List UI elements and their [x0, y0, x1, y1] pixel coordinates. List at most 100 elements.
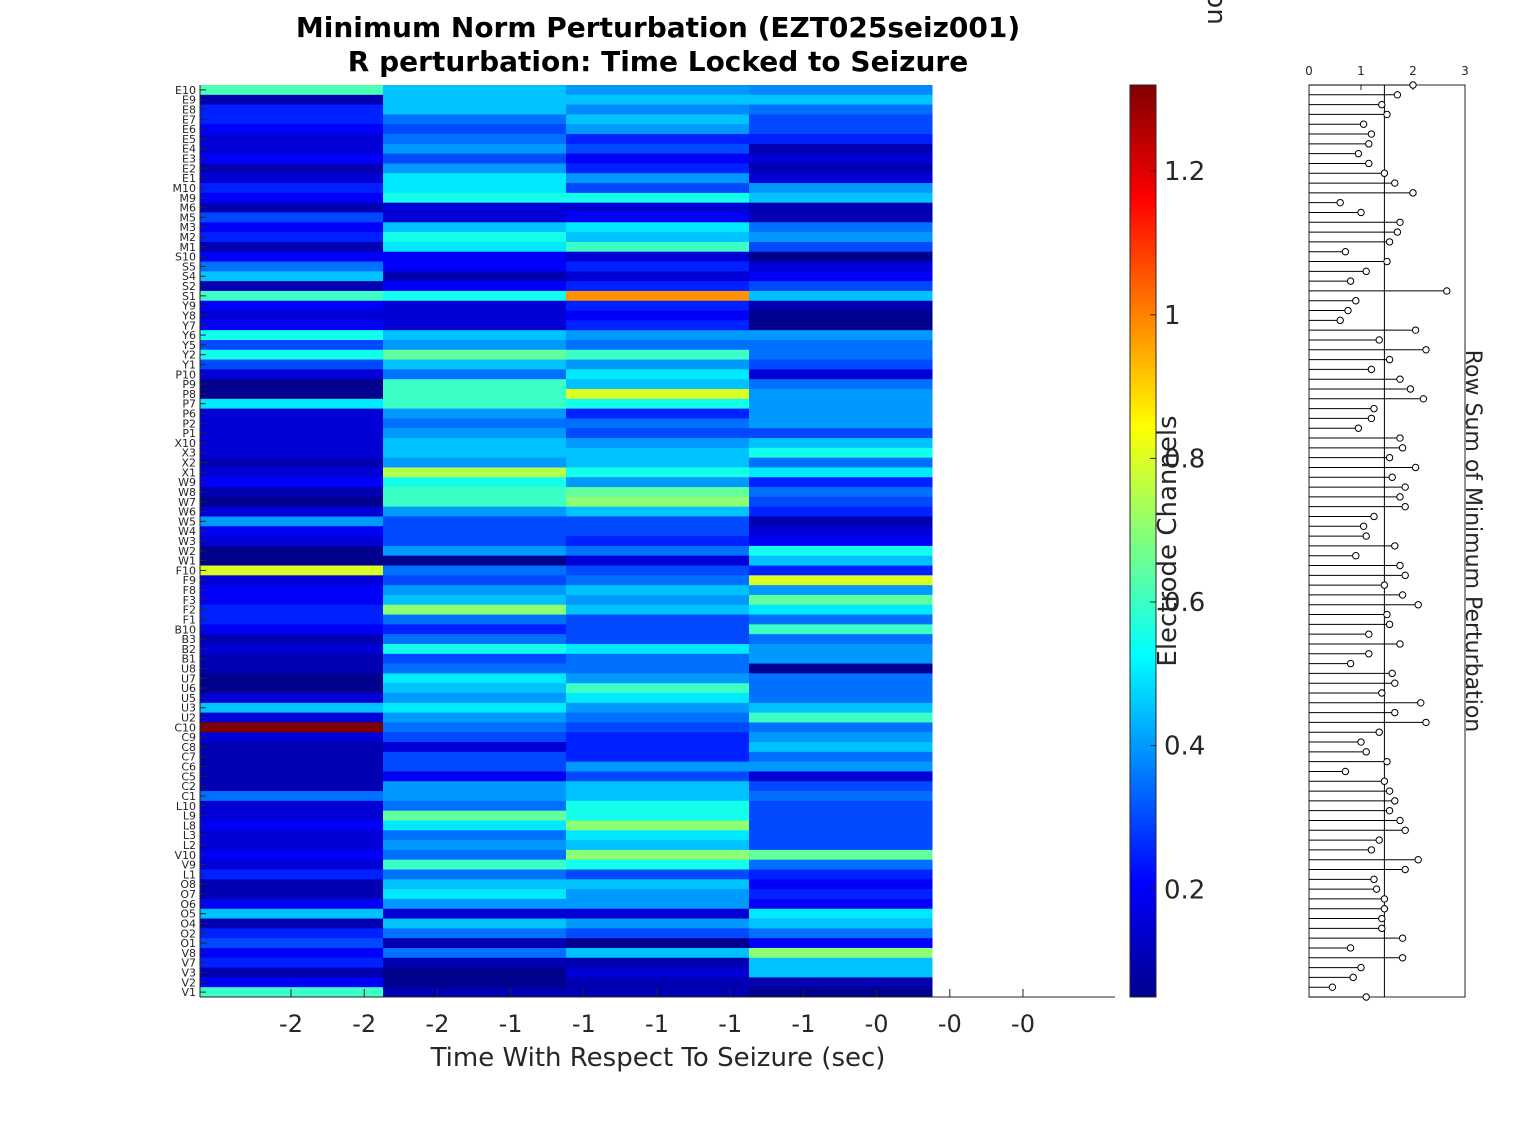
heatmap-cell	[200, 908, 384, 920]
heatmap-cell	[749, 840, 933, 851]
heatmap-cell	[200, 330, 384, 341]
y-axis-label: Electrode Channels	[1153, 415, 1183, 666]
heatmap-cell	[749, 565, 933, 576]
heatmap-cell	[200, 830, 384, 841]
heatmap-cell	[383, 241, 567, 253]
heatmap-cell	[200, 555, 384, 567]
heatmap-cell	[200, 457, 384, 468]
colorbar-tick-label: 0.2	[1164, 875, 1205, 905]
heatmap-cell	[566, 526, 750, 537]
heatmap-cell	[383, 467, 567, 478]
stem-marker	[1396, 561, 1404, 570]
heatmap-cell	[200, 810, 384, 821]
channel-label: X3	[181, 447, 196, 460]
heatmap-cell	[200, 565, 384, 576]
stem-marker	[1396, 434, 1404, 442]
heatmap-cell	[566, 163, 750, 174]
channel-label: U6	[181, 682, 196, 695]
heatmap-cell	[200, 800, 384, 812]
heatmap-cell	[200, 957, 384, 969]
heatmap-cell	[566, 771, 750, 782]
stem-marker	[1367, 365, 1376, 374]
heatmap-cell	[566, 408, 750, 419]
heatmap-cell	[200, 869, 384, 880]
stem-marker	[1443, 287, 1451, 295]
stem-marker	[1370, 404, 1378, 413]
stem-marker	[1336, 316, 1344, 325]
heatmap-cell	[749, 222, 933, 233]
stem-marker	[1385, 787, 1394, 795]
channel-label: W5	[178, 515, 196, 528]
stem-marker	[1380, 905, 1389, 913]
heatmap-cell	[200, 585, 384, 596]
heatmap-cell	[200, 526, 384, 537]
channel-label: F8	[183, 584, 196, 597]
heatmap-cell	[749, 585, 933, 596]
channel-label: M3	[180, 221, 197, 234]
heatmap-cell	[200, 614, 384, 625]
heatmap-cell	[383, 928, 567, 939]
colorbar-tick-label: 1	[1164, 301, 1181, 331]
heatmap-cell	[200, 438, 384, 449]
heatmap-cell	[566, 506, 750, 517]
stem-plot: 0 1 2 3	[1305, 64, 1469, 1001]
channel-label: X2	[181, 457, 196, 470]
channel-label: Y9	[181, 300, 196, 313]
heatmap-cell	[200, 428, 384, 439]
heatmap-cell	[566, 722, 750, 733]
heatmap-cell	[383, 212, 567, 223]
heatmap-cell	[749, 114, 933, 125]
heatmap-cell	[749, 712, 933, 723]
heatmap-cell	[200, 202, 384, 213]
heatmap-cell	[566, 663, 750, 674]
stem-marker	[1380, 895, 1389, 903]
heatmap-cell	[566, 330, 750, 341]
heatmap-cell	[566, 987, 750, 998]
heatmap-cell	[749, 830, 933, 841]
channel-label: C9	[181, 731, 196, 744]
colorbar-tick-label: 0.8	[1164, 444, 1205, 474]
stem-marker	[1385, 238, 1394, 246]
stem-marker	[1401, 865, 1409, 874]
heatmap-cell	[566, 300, 750, 312]
heatmap-cell	[200, 418, 384, 429]
heatmap-cell	[749, 889, 933, 900]
heatmap-cell	[383, 85, 567, 96]
heatmap-cell	[566, 859, 750, 871]
channel-label: E7	[182, 113, 196, 126]
heatmap-cell	[749, 663, 933, 674]
heatmap-cell	[749, 339, 933, 351]
stem-marker	[1365, 140, 1373, 148]
stem-marker	[1396, 375, 1404, 383]
heatmap-cell	[566, 173, 750, 184]
heatmap-cell	[200, 840, 384, 851]
channel-label: O5	[180, 908, 196, 921]
heatmap-cell	[749, 447, 933, 459]
stem-marker	[1388, 669, 1396, 678]
heatmap-cell	[566, 447, 750, 459]
heatmap-cell	[566, 918, 750, 929]
stem-marker	[1375, 728, 1383, 736]
heatmap-cell	[383, 869, 567, 880]
heatmap-cell	[200, 290, 384, 302]
stem-marker	[1365, 630, 1373, 638]
heatmap-cell	[383, 643, 567, 655]
heatmap-cell	[566, 192, 750, 204]
heatmap-cell	[200, 947, 384, 959]
heatmap-cell	[383, 173, 567, 184]
heatmap-cell	[566, 575, 750, 586]
heatmap-cell	[749, 800, 933, 812]
channel-label: O4	[180, 917, 196, 930]
heatmap-cell	[749, 928, 933, 939]
channel-label: W7	[178, 496, 196, 509]
stem-marker	[1401, 571, 1409, 580]
heatmap-cell	[200, 791, 384, 802]
stem-marker	[1417, 699, 1425, 707]
heatmap-cell	[566, 751, 750, 763]
heatmap-cell	[566, 565, 750, 576]
stem-marker	[1367, 130, 1376, 138]
heatmap-cell	[566, 183, 750, 194]
stem-marker	[1383, 757, 1391, 766]
stem-marker	[1375, 836, 1383, 844]
channel-label: L2	[183, 839, 196, 852]
